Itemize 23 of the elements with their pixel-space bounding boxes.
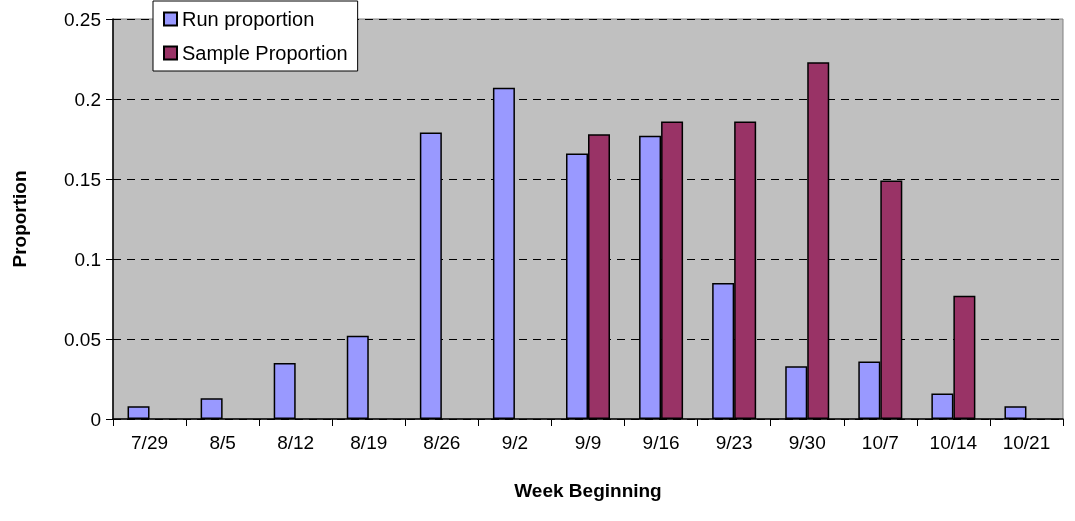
x-tick-label: 9/2 xyxy=(501,432,529,453)
x-tick-label: 10/14 xyxy=(929,432,978,453)
x-tick-label: 9/16 xyxy=(642,432,680,453)
y-tick-label: 0.05 xyxy=(64,328,101,350)
legend-label: Run proportion xyxy=(182,8,315,30)
y-tick-label: 0.15 xyxy=(64,168,101,190)
x-tick-label: 8/12 xyxy=(277,432,315,453)
x-tick-label: 8/19 xyxy=(350,432,388,453)
x-tick-label: 10/21 xyxy=(1002,432,1051,453)
y-axis-title: Proportion xyxy=(9,170,30,268)
x-axis-title: Week Beginning xyxy=(514,480,662,501)
x-tick-label: 7/29 xyxy=(131,432,169,453)
y-tick-label: 0.2 xyxy=(74,88,101,110)
x-tick-label: 8/26 xyxy=(423,432,461,453)
x-tick-label: 9/30 xyxy=(788,432,826,453)
y-tick-label: 0.1 xyxy=(74,248,101,270)
y-tick-label: 0 xyxy=(90,408,101,430)
legend-label: Sample Proportion xyxy=(182,42,348,64)
x-tick-label: 9/9 xyxy=(574,432,602,453)
x-tick-label: 9/23 xyxy=(715,432,753,453)
x-tick-label: 10/7 xyxy=(861,432,899,453)
y-tick-label: 0.25 xyxy=(64,8,101,30)
x-tick-label: 8/5 xyxy=(209,432,236,453)
